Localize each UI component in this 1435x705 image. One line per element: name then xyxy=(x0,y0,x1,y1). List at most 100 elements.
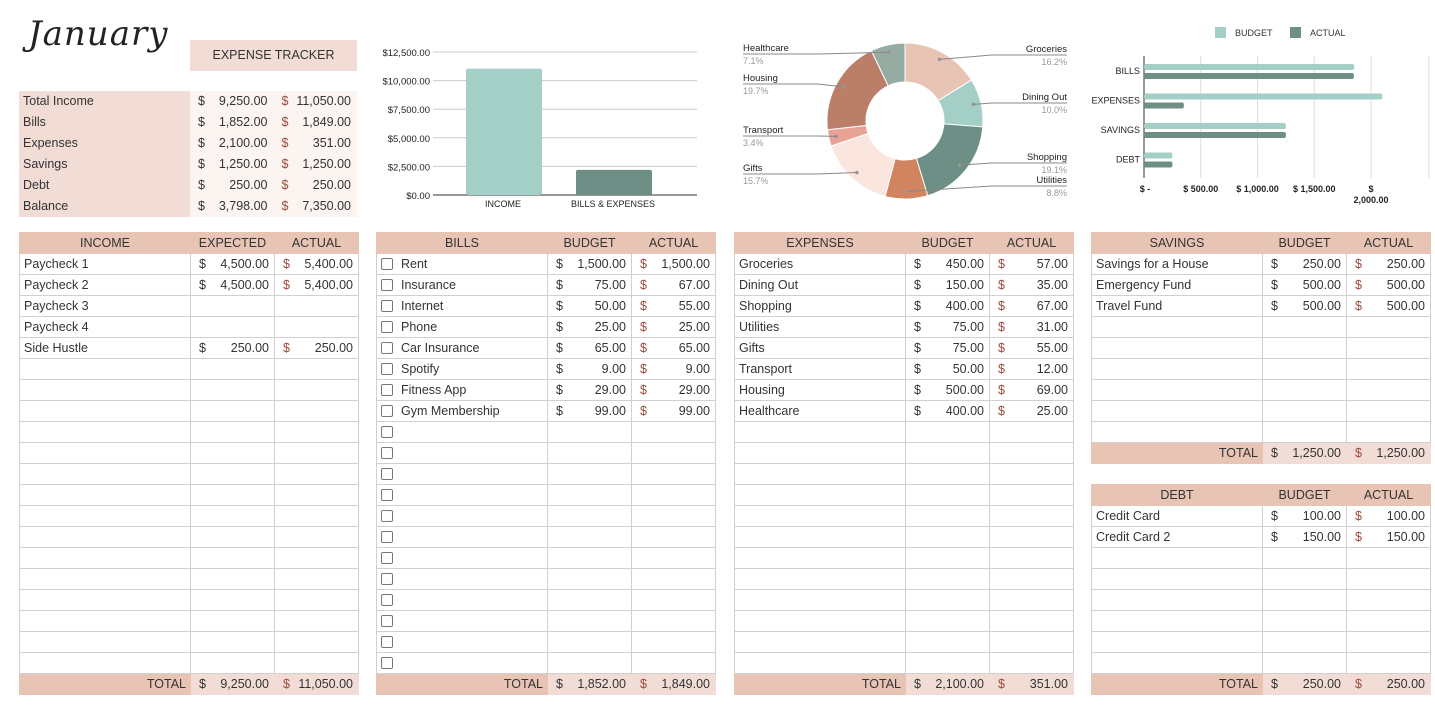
table-row[interactable] xyxy=(19,400,359,422)
table-row[interactable] xyxy=(734,442,1074,464)
table-row[interactable] xyxy=(19,442,359,464)
row-name[interactable]: Paycheck 3 xyxy=(19,295,191,317)
row-name[interactable] xyxy=(1091,589,1263,611)
budget-cell[interactable] xyxy=(547,631,632,653)
table-row[interactable] xyxy=(376,484,716,506)
checkbox[interactable] xyxy=(381,573,393,585)
row-name[interactable]: Fitness App xyxy=(376,379,548,401)
actual-cell[interactable] xyxy=(1346,400,1431,422)
row-name[interactable]: Dining Out xyxy=(734,274,906,296)
table-row[interactable]: Emergency Fund $500.00 $500.00 xyxy=(1091,274,1431,296)
row-name[interactable]: Rent xyxy=(376,253,548,275)
actual-cell[interactable] xyxy=(989,526,1074,548)
actual-cell[interactable]: $67.00 xyxy=(989,295,1074,317)
budget-cell[interactable]: $50.00 xyxy=(547,295,632,317)
budget-cell[interactable]: $4,500.00 xyxy=(190,274,275,296)
budget-cell[interactable] xyxy=(190,568,275,590)
actual-cell[interactable]: $67.00 xyxy=(631,274,716,296)
table-row[interactable]: Paycheck 2 $4,500.00 $5,400.00 xyxy=(19,274,359,296)
budget-cell[interactable] xyxy=(1262,379,1347,401)
checkbox[interactable] xyxy=(381,594,393,606)
row-name[interactable] xyxy=(1091,400,1263,422)
checkbox[interactable] xyxy=(381,363,393,375)
row-name[interactable] xyxy=(19,547,191,569)
row-name[interactable] xyxy=(376,505,548,527)
row-name[interactable]: Housing xyxy=(734,379,906,401)
budget-cell[interactable]: $75.00 xyxy=(547,274,632,296)
actual-cell[interactable] xyxy=(274,316,359,338)
table-row[interactable] xyxy=(19,631,359,653)
budget-cell[interactable] xyxy=(1262,610,1347,632)
actual-cell[interactable]: $55.00 xyxy=(989,337,1074,359)
row-name[interactable]: Utilities xyxy=(734,316,906,338)
actual-cell[interactable] xyxy=(631,568,716,590)
table-row[interactable] xyxy=(734,610,1074,632)
actual-cell[interactable] xyxy=(1346,421,1431,443)
budget-cell[interactable] xyxy=(905,547,990,569)
budget-cell[interactable] xyxy=(1262,358,1347,380)
row-name[interactable] xyxy=(734,442,906,464)
table-row[interactable] xyxy=(19,610,359,632)
budget-cell[interactable] xyxy=(190,463,275,485)
table-row[interactable] xyxy=(376,610,716,632)
table-row[interactable]: Groceries $450.00 $57.00 xyxy=(734,253,1074,275)
row-name[interactable] xyxy=(1091,337,1263,359)
row-name[interactable] xyxy=(376,610,548,632)
row-name[interactable] xyxy=(19,421,191,443)
table-row[interactable] xyxy=(19,379,359,401)
row-name[interactable] xyxy=(1091,568,1263,590)
actual-cell[interactable] xyxy=(1346,631,1431,653)
budget-cell[interactable]: $150.00 xyxy=(1262,526,1347,548)
actual-cell[interactable] xyxy=(274,589,359,611)
table-row[interactable] xyxy=(734,484,1074,506)
table-row[interactable]: Paycheck 3 xyxy=(19,295,359,317)
row-name[interactable] xyxy=(19,631,191,653)
row-name[interactable] xyxy=(376,589,548,611)
table-row[interactable] xyxy=(1091,379,1431,401)
actual-cell[interactable] xyxy=(631,505,716,527)
table-row[interactable] xyxy=(376,526,716,548)
table-row[interactable] xyxy=(376,652,716,674)
actual-cell[interactable] xyxy=(631,610,716,632)
budget-cell[interactable] xyxy=(190,547,275,569)
actual-cell[interactable]: $1,500.00 xyxy=(631,253,716,275)
table-row[interactable] xyxy=(1091,610,1431,632)
actual-cell[interactable] xyxy=(989,652,1074,674)
row-name[interactable]: Savings for a House xyxy=(1091,253,1263,275)
row-name[interactable] xyxy=(19,358,191,380)
row-name[interactable]: Credit Card 2 xyxy=(1091,526,1263,548)
budget-cell[interactable] xyxy=(190,358,275,380)
checkbox[interactable] xyxy=(381,468,393,480)
actual-cell[interactable] xyxy=(989,589,1074,611)
row-name[interactable] xyxy=(376,568,548,590)
table-row[interactable]: Utilities $75.00 $31.00 xyxy=(734,316,1074,338)
table-row[interactable] xyxy=(19,547,359,569)
table-row[interactable] xyxy=(734,568,1074,590)
budget-cell[interactable] xyxy=(1262,589,1347,611)
row-name[interactable]: Car Insurance xyxy=(376,337,548,359)
budget-cell[interactable] xyxy=(905,442,990,464)
table-row[interactable]: Paycheck 1 $4,500.00 $5,400.00 xyxy=(19,253,359,275)
budget-cell[interactable] xyxy=(190,652,275,674)
table-row[interactable] xyxy=(734,463,1074,485)
actual-cell[interactable] xyxy=(631,652,716,674)
row-name[interactable]: Groceries xyxy=(734,253,906,275)
checkbox[interactable] xyxy=(381,447,393,459)
budget-cell[interactable] xyxy=(1262,631,1347,653)
row-name[interactable] xyxy=(734,484,906,506)
row-name[interactable]: Spotify xyxy=(376,358,548,380)
actual-cell[interactable]: $100.00 xyxy=(1346,505,1431,527)
checkbox[interactable] xyxy=(381,636,393,648)
table-row[interactable] xyxy=(19,505,359,527)
table-row[interactable] xyxy=(19,568,359,590)
row-name[interactable] xyxy=(734,526,906,548)
actual-cell[interactable]: $150.00 xyxy=(1346,526,1431,548)
row-name[interactable]: Paycheck 2 xyxy=(19,274,191,296)
table-row[interactable] xyxy=(19,484,359,506)
row-name[interactable] xyxy=(1091,547,1263,569)
checkbox[interactable] xyxy=(381,405,393,417)
actual-cell[interactable]: $500.00 xyxy=(1346,295,1431,317)
table-row[interactable] xyxy=(734,505,1074,527)
actual-cell[interactable] xyxy=(1346,547,1431,569)
budget-cell[interactable] xyxy=(1262,316,1347,338)
